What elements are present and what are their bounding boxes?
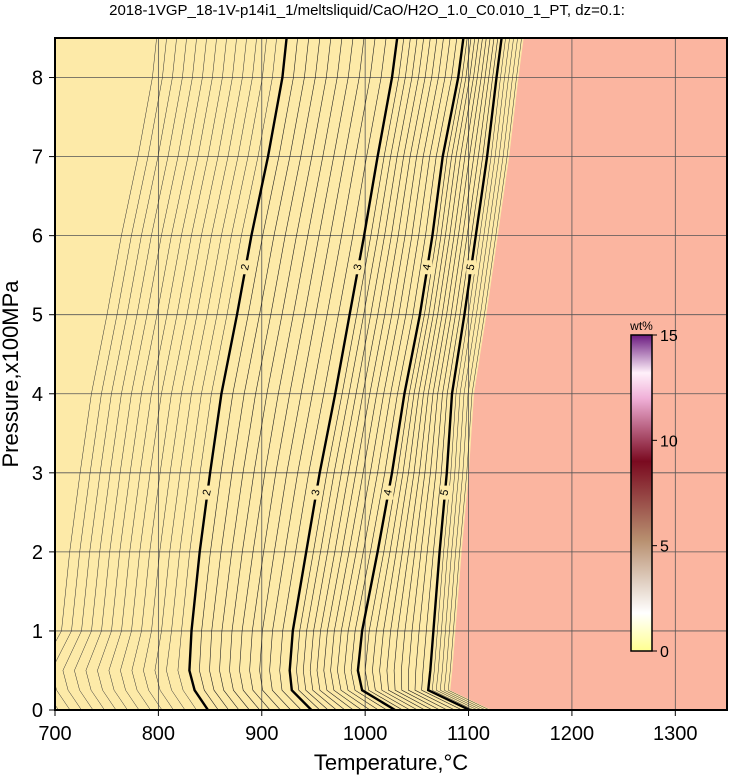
colorbar-tick-label: 15 xyxy=(660,328,678,345)
minor-contour xyxy=(85,38,197,710)
contour-label-bg xyxy=(240,260,251,275)
minor-contour xyxy=(154,38,257,710)
y-tick-label: 6 xyxy=(32,226,43,248)
minor-contour xyxy=(166,38,267,710)
contour-line xyxy=(426,38,503,710)
minor-contour xyxy=(400,38,487,710)
y-tick-label: 1 xyxy=(32,621,43,643)
x-tick-label: 1200 xyxy=(550,723,595,745)
contour-line xyxy=(288,38,399,710)
minor-contour xyxy=(143,38,247,710)
x-axis-label: Temperature,°C xyxy=(314,750,468,775)
minor-contour xyxy=(379,38,476,710)
contour-line xyxy=(188,38,288,710)
minor-contour xyxy=(62,38,177,710)
minor-contour xyxy=(439,38,514,710)
plot-frame xyxy=(54,37,728,711)
colorbar-title: wt% xyxy=(629,319,653,333)
minor-contour xyxy=(435,38,510,710)
x-tick-label: 800 xyxy=(142,723,175,745)
contour-label-bg xyxy=(311,485,322,500)
y-tick-label: 5 xyxy=(32,305,43,327)
minor-contour xyxy=(269,38,376,710)
minor-contour xyxy=(443,38,518,710)
contour-label: 3 xyxy=(310,488,323,496)
contour-label: 2 xyxy=(201,488,214,496)
contour-label-bg xyxy=(353,260,364,275)
minor-contour xyxy=(364,38,468,710)
minor-contour xyxy=(330,38,438,710)
minor-contour xyxy=(296,38,405,710)
chart-title: 2018-1VGP_18-1V-p14i1_1/meltsliquid/CaO/… xyxy=(109,2,625,19)
contour-line xyxy=(356,38,465,710)
minor-contour xyxy=(421,38,499,710)
minor-contour xyxy=(302,38,411,710)
minor-contour xyxy=(108,38,217,710)
minor-contour xyxy=(229,38,332,710)
minor-contour xyxy=(74,38,187,710)
minor-contour xyxy=(337,38,444,710)
y-tick-label: 2 xyxy=(32,542,43,564)
minor-contour xyxy=(393,38,483,710)
minor-contour xyxy=(408,38,491,710)
minor-contour xyxy=(55,38,167,710)
colorbar-tick-label: 10 xyxy=(660,433,678,450)
x-tick-label: 1300 xyxy=(653,723,698,745)
minor-contour xyxy=(431,38,506,710)
x-tick-label: 900 xyxy=(245,723,278,745)
minor-contour xyxy=(55,38,157,710)
minor-contour xyxy=(309,38,418,710)
minor-contour xyxy=(350,38,458,710)
colorbar xyxy=(630,334,653,652)
y-tick-label: 4 xyxy=(32,384,43,406)
plot-area: 2 2 3 3 4 4 5 5 xyxy=(55,38,727,710)
y-axis-label: Pressure,x100MPa xyxy=(0,280,23,468)
x-tick-label: 1100 xyxy=(447,723,490,745)
minor-contour xyxy=(343,38,451,710)
minor-contour xyxy=(249,38,354,710)
minor-contour xyxy=(199,38,298,710)
minor-contour xyxy=(316,38,424,710)
minor-contour xyxy=(97,38,207,710)
minor-contour xyxy=(414,38,495,710)
contour-label-bg xyxy=(383,485,394,500)
contour-label-bg xyxy=(440,485,451,500)
minor-contour xyxy=(209,38,309,710)
contour-label: 5 xyxy=(465,263,478,271)
saturated-region xyxy=(450,38,727,710)
y-tick-label: 8 xyxy=(32,68,43,90)
contour-label: 3 xyxy=(352,263,365,271)
x-tick-label: 700 xyxy=(38,723,71,745)
minor-contour xyxy=(131,38,237,710)
minor-contour xyxy=(219,38,321,710)
contour-label: 4 xyxy=(421,263,434,271)
colorbar-tick-label: 5 xyxy=(660,539,669,556)
contour-label: 4 xyxy=(382,488,395,496)
minor-contour xyxy=(323,38,431,710)
contour-label-bg xyxy=(422,260,433,275)
minor-contour xyxy=(447,38,522,710)
colorbar-tick-label: 0 xyxy=(660,644,669,661)
contour-label-bg xyxy=(202,485,213,500)
x-tick-label: 1000 xyxy=(343,723,388,745)
minor-contour xyxy=(372,38,472,710)
y-tick-label: 0 xyxy=(32,700,43,722)
minor-contour xyxy=(259,38,365,710)
y-tick-label: 3 xyxy=(32,463,43,485)
minor-contour xyxy=(279,38,387,710)
contour-label: 5 xyxy=(438,488,451,496)
contour-label: 2 xyxy=(239,263,252,271)
contour-label-bg xyxy=(466,260,477,275)
minor-contour xyxy=(386,38,479,710)
minor-contour xyxy=(239,38,343,710)
minor-contour xyxy=(177,38,277,710)
y-tick-label: 7 xyxy=(32,147,43,169)
minor-contour xyxy=(120,38,227,710)
